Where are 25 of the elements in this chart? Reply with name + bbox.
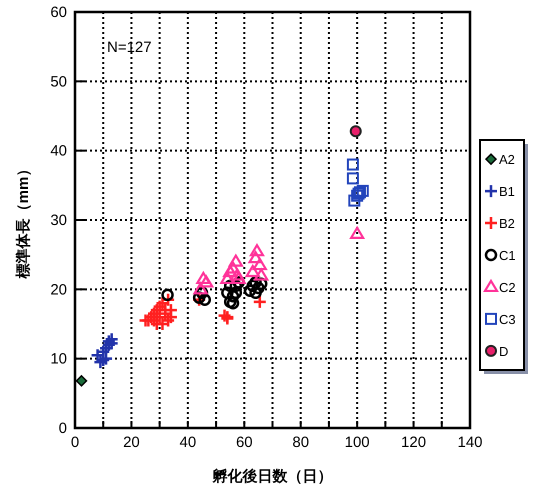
legend-label: B2 xyxy=(499,216,515,232)
y-tick-label: 20 xyxy=(50,281,67,298)
x-tick-label: 80 xyxy=(292,434,310,451)
x-axis-title: 孵化後日数（日） xyxy=(212,468,332,485)
y-tick-label: 40 xyxy=(50,142,67,160)
x-tick-label: 60 xyxy=(236,434,253,451)
legend-label: A2 xyxy=(499,152,515,168)
x-tick-label: 20 xyxy=(123,434,140,451)
legend-label: C3 xyxy=(499,312,516,327)
x-tick-label: 0 xyxy=(70,434,80,451)
y-axis-title: 標準体長（mm） xyxy=(15,162,32,280)
legend-label: C1 xyxy=(499,248,516,263)
annotation: N=127 xyxy=(107,39,152,56)
y-tick-label: 0 xyxy=(58,420,67,437)
x-tick-label: 100 xyxy=(344,434,370,451)
x-tick-label: 140 xyxy=(457,434,483,451)
x-tick-label: 40 xyxy=(180,434,196,451)
legend-label: B1 xyxy=(499,184,515,200)
y-tick-label: 30 xyxy=(50,212,67,229)
legend-label: D xyxy=(499,344,508,359)
y-tick-label: 50 xyxy=(50,73,67,90)
y-tick-label: 60 xyxy=(50,4,67,21)
legend-label: C2 xyxy=(499,280,516,295)
y-tick-label: 10 xyxy=(50,350,67,368)
x-tick-label: 120 xyxy=(401,434,426,451)
